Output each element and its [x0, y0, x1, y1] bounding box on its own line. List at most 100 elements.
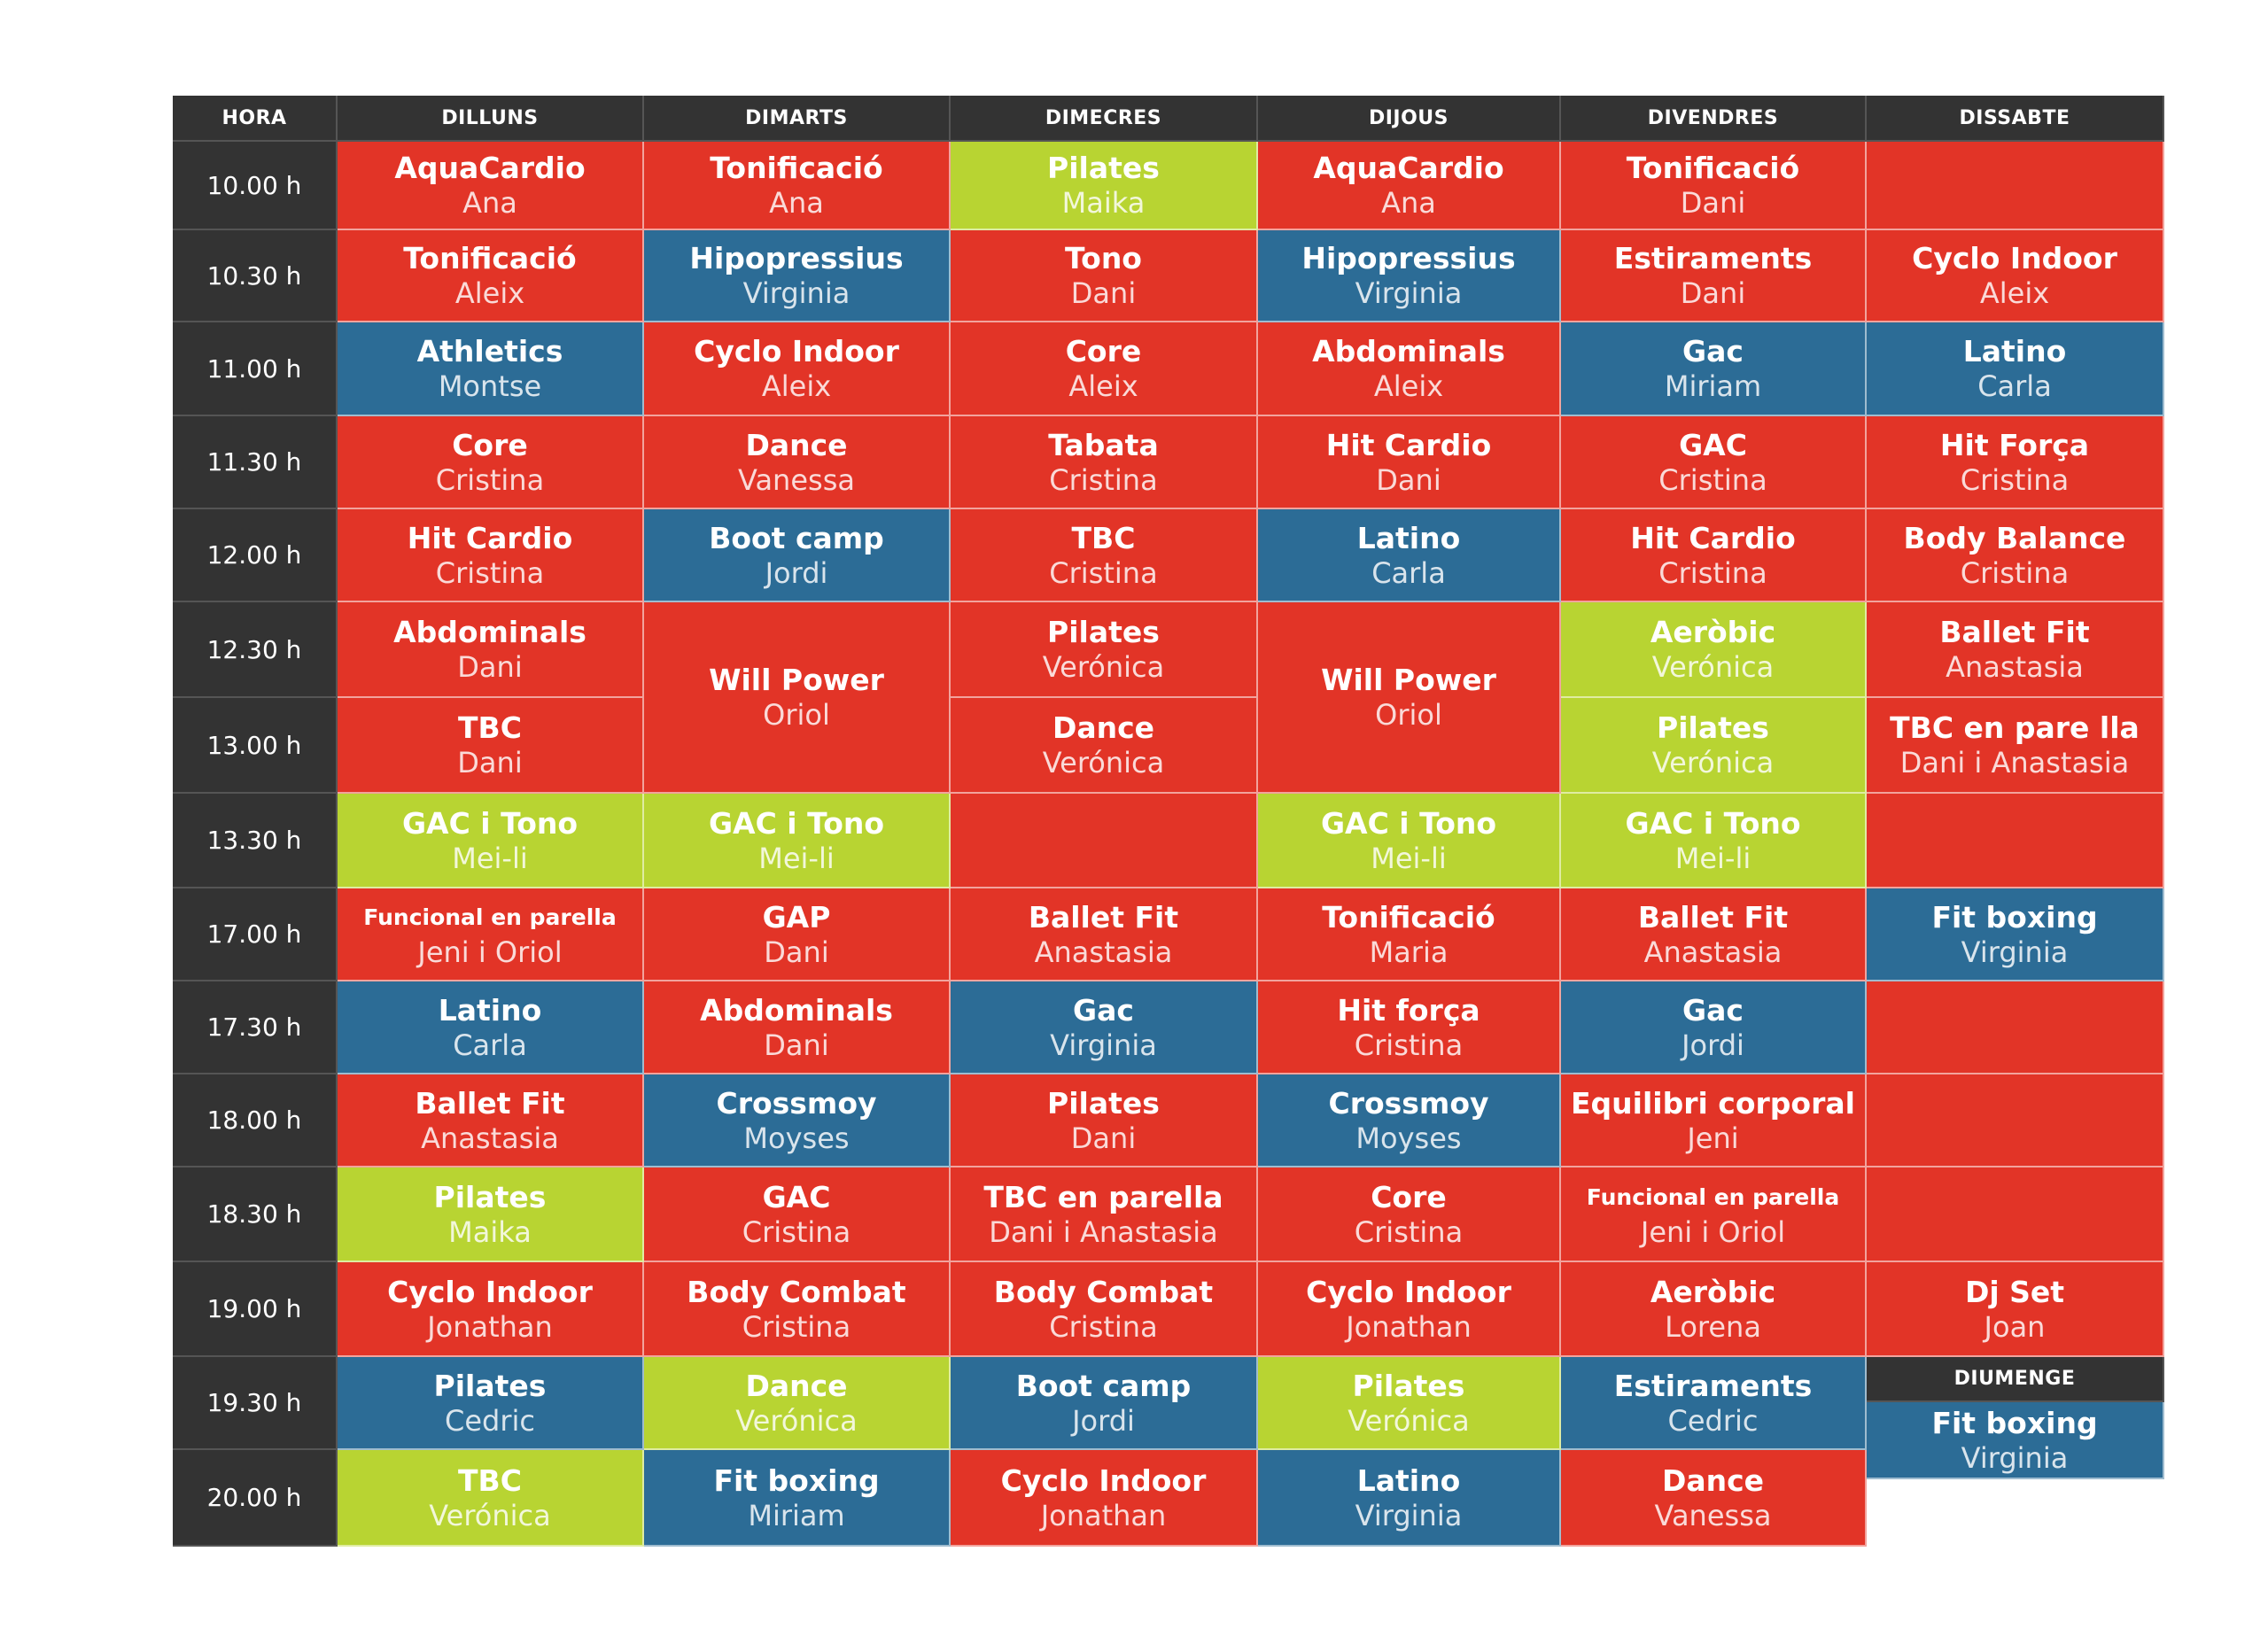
hora-header: HORA — [173, 96, 338, 142]
time-label: 18.30 h — [173, 1167, 338, 1262]
class-name: Pilates — [433, 1368, 547, 1403]
instructor-name: Dani i Anastasia — [1899, 746, 2130, 780]
class-name: Cyclo Indoor — [1000, 1462, 1207, 1498]
time-label: 20.00 h — [173, 1450, 338, 1547]
class-name: Dance — [745, 427, 848, 462]
class-name: Latino — [1356, 520, 1461, 555]
class-name: Cyclo Indoor — [387, 1274, 593, 1309]
instructor-name: Dani — [457, 746, 523, 780]
day-header: DILLUNS — [338, 96, 644, 142]
class-cell: Funcional en parella Jeni i Oriol — [1561, 1167, 1867, 1262]
class-name: Pilates — [1657, 710, 1769, 745]
class-cell: TBC en parella Dani i Anastasia — [951, 1167, 1258, 1262]
instructor-name: Dani — [1680, 276, 1746, 310]
instructor-name: Verónica — [1042, 650, 1165, 684]
instructor-name: Cristina — [1354, 1028, 1464, 1062]
class-cell: Boot camp Jordi — [644, 509, 951, 602]
class-name: TBC — [458, 710, 522, 745]
class-name: Boot camp — [709, 520, 884, 555]
instructor-name: Vanessa — [1654, 1498, 1772, 1532]
instructor-name: Anastasia — [1946, 650, 2084, 684]
instructor-name: Virginia — [742, 276, 850, 310]
class-name: Core — [1371, 1179, 1447, 1214]
day-header: DIVENDRES — [1561, 96, 1867, 142]
instructor-name: Carla — [1371, 555, 1446, 590]
class-cell: Body Combat Cristina — [644, 1262, 951, 1357]
class-name: Body Balance — [1903, 520, 2126, 555]
instructor-name: Dani — [764, 935, 829, 969]
class-cell: Ballet Fit Anastasia — [1561, 888, 1867, 981]
instructor-name: Aleix — [1373, 369, 1444, 403]
time-label: 13.00 h — [173, 698, 338, 794]
time-label: 17.30 h — [173, 981, 338, 1074]
class-name: Latino — [438, 992, 542, 1028]
instructor-name: Cedric — [445, 1403, 535, 1438]
class-name: Tono — [1065, 241, 1142, 275]
class-cell: TBC en pare lla Dani i Anastasia — [1867, 698, 2164, 794]
class-cell: Tonificació Aleix — [338, 230, 644, 322]
instructor-name: Ana — [1381, 186, 1436, 220]
class-name: Athletics — [416, 334, 563, 368]
class-name: Dance — [1661, 1462, 1765, 1498]
instructor-name: Aleix — [1068, 369, 1138, 403]
instructor-name: Jordi — [1682, 1028, 1744, 1062]
class-cell: Pilates Maika — [338, 1167, 644, 1262]
instructor-name: Maika — [1061, 186, 1146, 220]
time-label: 19.30 h — [173, 1357, 338, 1450]
class-name: Tonificació — [710, 151, 883, 185]
class-name: GAC — [1679, 427, 1747, 462]
class-name: Core — [452, 427, 528, 462]
class-name: GAC i Tono — [708, 805, 885, 841]
instructor-name: Mei-li — [758, 841, 835, 875]
instructor-name: Cedric — [1667, 1403, 1759, 1438]
class-name: Cyclo Indoor — [694, 334, 899, 368]
class-cell: GAP Dani — [644, 888, 951, 981]
day-header: DISSABTE — [1867, 96, 2164, 142]
class-name: TBC — [1071, 520, 1136, 555]
class-cell: Cyclo Indoor Jonathan — [338, 1262, 644, 1357]
class-cell: GAC i Tono Mei-li — [1561, 794, 1867, 888]
class-name: Boot camp — [1015, 1368, 1192, 1403]
class-cell: Core Aleix — [951, 322, 1258, 416]
class-cell: GAC i Tono Mei-li — [1258, 794, 1561, 888]
class-name: Ballet Fit — [1939, 615, 2090, 649]
class-name: Hipopressius — [689, 241, 904, 275]
class-name: Estiraments — [1613, 241, 1813, 275]
diumenge-header: DIUMENGE — [1867, 1357, 2164, 1402]
class-cell: Hit força Cristina — [1258, 981, 1561, 1074]
class-cell: Cyclo Indoor Aleix — [1867, 230, 2164, 322]
instructor-name: Oriol — [763, 698, 830, 732]
instructor-name: Virginia — [1961, 1440, 2069, 1475]
class-name: Core — [1065, 334, 1142, 368]
class-cell: Cyclo Indoor Jonathan — [1258, 1262, 1561, 1357]
class-cell: Hipopressius Virginia — [1258, 230, 1561, 322]
class-name: Crossmoy — [716, 1085, 877, 1121]
class-name: GAC i Tono — [1625, 805, 1801, 841]
instructor-name: Verónica — [1348, 1403, 1470, 1438]
class-name: Gac — [1682, 334, 1744, 368]
class-cell: Hipopressius Virginia — [644, 230, 951, 322]
class-cell: GAC Cristina — [1561, 416, 1867, 509]
class-name: Dj Set — [1964, 1274, 2065, 1309]
class-name: Cyclo Indoor — [1912, 241, 2117, 275]
class-name: GAP — [762, 899, 831, 935]
class-name: Body Combat — [993, 1274, 1214, 1309]
class-name: Funcional en parella — [363, 904, 617, 930]
class-cell: TBC Cristina — [951, 509, 1258, 602]
class-cell: Gac Miriam — [1561, 322, 1867, 416]
time-label: 17.00 h — [173, 888, 338, 981]
day-header: DIMARTS — [644, 96, 951, 142]
instructor-name: Dani — [1680, 186, 1746, 220]
instructor-name: Anastasia — [421, 1121, 559, 1155]
empty-cell — [1867, 1074, 2164, 1167]
class-name: Aeròbic — [1650, 615, 1776, 649]
instructor-name: Verónica — [1651, 746, 1775, 780]
class-cell: Ballet Fit Anastasia — [338, 1074, 644, 1167]
class-name: Pilates — [1352, 1368, 1465, 1403]
class-name: GAC — [762, 1179, 831, 1214]
class-name: Abdominals — [1312, 334, 1505, 368]
instructor-name: Verónica — [1651, 650, 1775, 684]
time-label: 12.30 h — [173, 602, 338, 698]
class-cell: Cyclo Indoor Aleix — [644, 322, 951, 416]
class-name: Hit Força — [1939, 427, 2090, 462]
